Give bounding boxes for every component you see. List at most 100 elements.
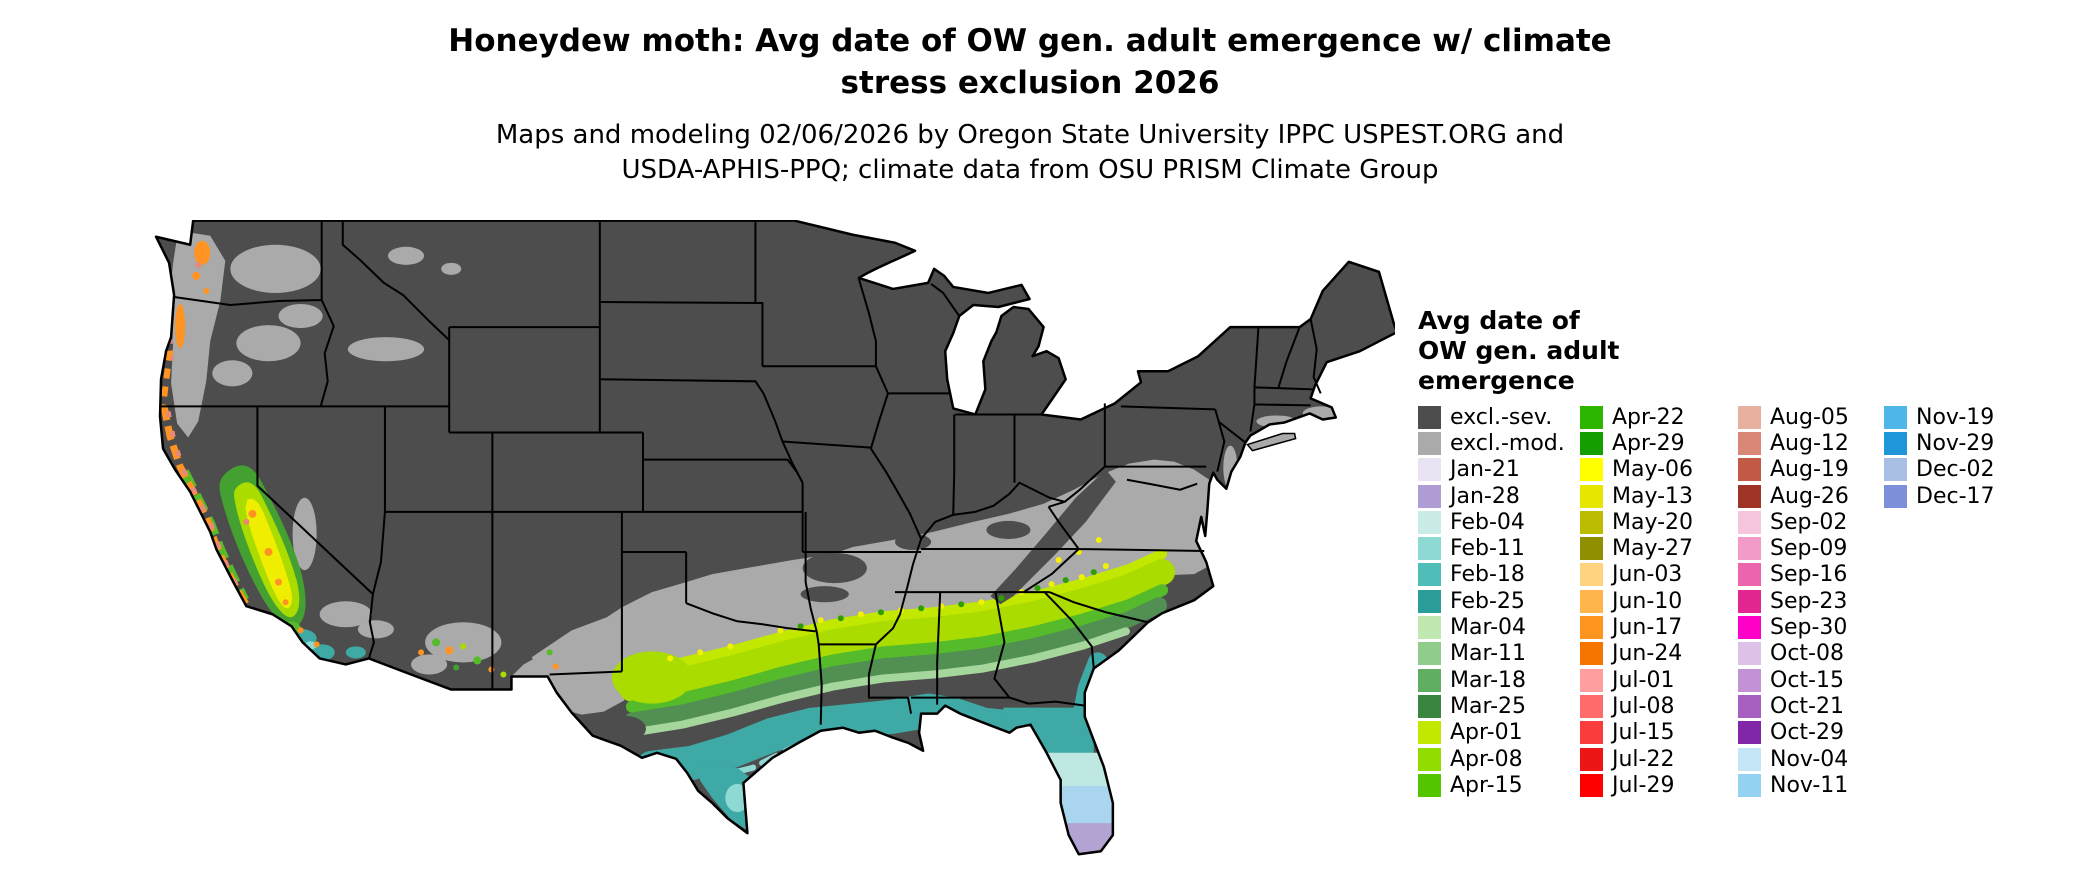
legend-entry-label: Jul-01 [1612,667,1675,693]
legend-entry-label: Jan-21 [1450,457,1520,483]
legend-swatch [1580,405,1603,429]
legend-swatch [1738,563,1761,587]
legend-entry-label: Sep-02 [1770,509,1848,535]
legend-entry: Feb-04 [1418,509,1580,535]
legend-swatch [1418,405,1441,429]
legend-entry-label: Feb-25 [1450,588,1525,614]
legend-entry-label: Oct-08 [1770,641,1844,667]
legend-swatch [1580,773,1603,797]
legend-entry: Dec-02 [1884,457,1995,483]
legend-swatch [1884,431,1907,455]
legend-swatch [1418,616,1441,640]
page-title-line1: Honeydew moth: Avg date of OW gen. adult… [448,23,1612,59]
legend-swatch [1738,616,1761,640]
legend-title: Avg date of OW gen. adult emergence [1418,306,1995,396]
legend-entry: Jul-08 [1580,693,1738,719]
legend-entry: Feb-11 [1418,535,1580,561]
legend-swatch [1738,747,1761,771]
legend-entry: Jan-21 [1418,457,1580,483]
legend-swatch [1738,405,1761,429]
legend-swatch [1738,642,1761,666]
legend-entry: Jun-24 [1580,641,1738,667]
legend-entry: Sep-23 [1738,588,1884,614]
legend-swatch [1738,694,1761,718]
legend-swatch [1580,747,1603,771]
legend-column: excl.-sev. excl.-mod. Jan-21 Jan-28 Feb-04 Fe… [1418,404,1580,798]
legend-entry: Apr-22 [1580,404,1738,430]
legend-entry: May-13 [1580,483,1738,509]
legend-entry: Oct-08 [1738,641,1884,667]
legend-entry-label: Aug-19 [1770,457,1849,483]
legend-entry: Nov-04 [1738,746,1884,772]
legend-entry-label: Nov-04 [1770,746,1849,772]
legend-entry: Apr-08 [1418,746,1580,772]
legend-entry: Feb-18 [1418,562,1580,588]
legend-entry: Jul-22 [1580,746,1738,772]
legend-entry-label: Apr-29 [1612,430,1685,456]
legend-swatch [1418,510,1441,534]
legend-entry-label: Jun-17 [1612,615,1683,641]
legend-entry-label: Apr-22 [1612,404,1685,430]
legend-title-line3: emergence [1418,366,1575,395]
legend-entry-label: May-06 [1612,457,1694,483]
legend-swatch [1580,563,1603,587]
legend-entry: Jul-01 [1580,667,1738,693]
legend-entry-label: Sep-16 [1770,562,1848,588]
legend-title-line2: OW gen. adult [1418,336,1620,365]
legend-swatch [1418,773,1441,797]
legend-entry-label: May-27 [1612,536,1694,562]
legend-entry-label: Aug-12 [1770,430,1849,456]
legend-entry-label: Oct-21 [1770,693,1844,719]
legend-entry-label: Feb-18 [1450,562,1525,588]
legend-entry-label: Oct-29 [1770,720,1844,746]
legend-entry: Aug-12 [1738,430,1884,456]
legend-title-line1: Avg date of [1418,306,1580,335]
legend-column: Apr-22 Apr-29 May-06 May-13 May-20 May-27 Jun-… [1580,404,1738,798]
legend-swatch [1418,458,1441,482]
legend-entry: Aug-26 [1738,483,1884,509]
page-subtitle-line1: Maps and modeling 02/06/2026 by Oregon S… [495,120,1565,150]
legend-entry: excl.-sev. [1418,404,1580,430]
legend-swatch [1738,589,1761,613]
legend-swatch [1580,589,1603,613]
legend-entry-label: Dec-02 [1916,457,1995,483]
legend-entry-label: Feb-04 [1450,509,1525,535]
legend-entry: Jan-28 [1418,483,1580,509]
map-region-excluded-severe [156,220,1395,855]
legend-entry-label: Mar-18 [1450,667,1527,693]
page-title-line2: stress exclusion 2026 [840,65,1220,101]
page-title: Honeydew moth: Avg date of OW gen. adult… [250,20,1810,104]
legend-entry: Apr-15 [1418,772,1580,798]
legend-entry-label: Jul-22 [1612,746,1675,772]
legend-swatch [1580,431,1603,455]
legend-entry-label: excl.-mod. [1450,430,1565,456]
legend-swatch [1418,694,1441,718]
legend-entry-label: Sep-30 [1770,615,1848,641]
legend-entry-label: Apr-08 [1450,746,1523,772]
legend-entry-label: Aug-26 [1770,483,1849,509]
legend-swatch [1738,431,1761,455]
legend-swatch [1884,405,1907,429]
page-subtitle-line2: USDA-APHIS-PPQ; climate data from OSU PR… [621,155,1439,185]
legend-swatch [1738,484,1761,508]
legend-entry: Sep-09 [1738,535,1884,561]
legend-swatch [1580,694,1603,718]
legend-swatch [1418,668,1441,692]
legend-swatch [1418,721,1441,745]
legend-swatch [1884,458,1907,482]
legend-entry-label: excl.-sev. [1450,404,1553,430]
legend-swatch [1580,484,1603,508]
legend-entry-label: Nov-11 [1770,772,1849,798]
legend-entry: May-06 [1580,457,1738,483]
page-subtitle: Maps and modeling 02/06/2026 by Oregon S… [250,118,1810,188]
legend-entry: Jul-29 [1580,772,1738,798]
legend-swatch [1418,431,1441,455]
legend-entry: Jun-10 [1580,588,1738,614]
legend-entry-label: Feb-11 [1450,536,1525,562]
legend-swatch [1738,773,1761,797]
legend-swatch [1418,537,1441,561]
map-emergence-southwest-speckles [418,638,559,678]
legend-entry: Dec-17 [1884,483,1995,509]
legend-entry-label: Jun-24 [1612,641,1683,667]
legend-swatch [1580,642,1603,666]
